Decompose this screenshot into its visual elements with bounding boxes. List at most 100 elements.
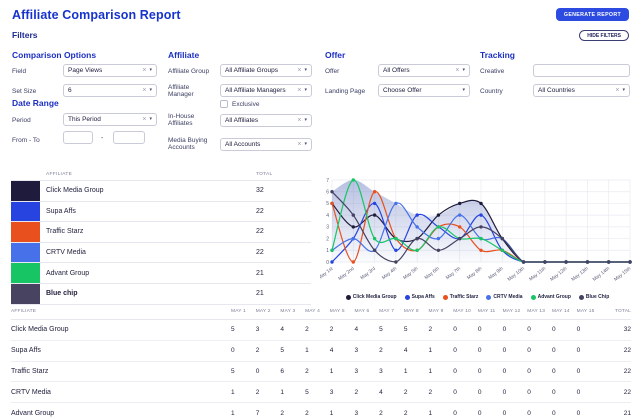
clear-icon[interactable]: ×: [142, 116, 147, 123]
day-value: 1: [428, 367, 433, 375]
legend-label: CRTV Media: [493, 294, 523, 300]
day-value: 0: [477, 347, 482, 355]
country-select-value: All Countries: [538, 87, 575, 94]
period-select[interactable]: This Period × ▾: [63, 113, 157, 126]
affiliate-manager-label: Affiliate Manager: [168, 84, 194, 98]
x-tick-label: May 11th: [528, 266, 547, 283]
detail-table-header: AFFILIATE MAY 1 MAY 2 MAY 3 MAY 4 MAY 5 MAY 6 M…: [11, 305, 631, 320]
clear-icon[interactable]: ×: [142, 67, 147, 74]
legend-dot-icon: [578, 294, 584, 300]
day-value: 0: [453, 326, 457, 334]
creative-input[interactable]: [533, 64, 630, 77]
chevron-down-icon: ▾: [462, 87, 465, 93]
media-buying-accounts-select-value: All Accounts: [225, 141, 261, 148]
table-row: Supa Affs 0 2 5 1 4 3 2 4 1 0 0 0 0 0 0 22: [11, 341, 631, 362]
legend-item[interactable]: Traffic Starz: [442, 294, 478, 300]
row-total: 21: [623, 409, 631, 417]
chevron-down-icon: ▾: [149, 87, 152, 93]
day-value: 6: [280, 367, 284, 375]
field-label: Field: [12, 68, 27, 75]
day-value: 5: [379, 326, 383, 334]
offer-heading: Offer: [325, 50, 346, 60]
day-value: 2: [428, 326, 433, 334]
media-buying-accounts-select[interactable]: All Accounts × ▾: [220, 138, 312, 151]
landing-page-select[interactable]: Choose Offer ▾: [378, 84, 470, 97]
page-title: Affiliate Comparison Report: [12, 8, 181, 22]
data-point: [479, 248, 483, 252]
generate-report-button[interactable]: GENERATE REPORT: [555, 8, 629, 21]
column-header: MAY 9: [428, 309, 444, 314]
series-color-swatch: [11, 222, 40, 242]
data-point: [458, 225, 462, 229]
y-tick-label: 4: [326, 213, 329, 219]
media-buying-accounts-label: Media Buying Accounts: [168, 137, 208, 151]
legend-item[interactable]: Click Media Group: [345, 294, 397, 300]
landing-page-select-value: Choose Offer: [383, 87, 422, 94]
day-value: 3: [379, 367, 383, 375]
day-value: 1: [305, 347, 309, 355]
column-header: MAY 12: [502, 309, 521, 314]
legend-item[interactable]: Supa Affs: [404, 294, 435, 300]
y-tick-label: 1: [326, 248, 329, 254]
affiliate-name: Supa Affs: [46, 207, 76, 215]
data-point: [458, 201, 462, 206]
clear-icon[interactable]: ×: [142, 87, 147, 94]
data-point: [500, 248, 504, 252]
row-total: 32: [623, 326, 631, 334]
column-header: MAY 5: [329, 309, 345, 314]
day-value: 5: [305, 388, 309, 396]
exclusive-checkbox[interactable]: [220, 100, 228, 108]
day-value: 0: [502, 388, 507, 396]
table-row: Click Media Group 5 3 4 2 2 4 5 5 2 0 0 0 0 0 0 32: [11, 320, 631, 341]
clear-icon[interactable]: ×: [615, 87, 620, 94]
hide-filters-button[interactable]: HIDE FILTERS: [579, 30, 629, 41]
legend-label: Advant Group: [537, 294, 571, 300]
day-value: 0: [551, 347, 556, 355]
legend-item[interactable]: CRTV Media: [486, 294, 523, 300]
day-value: 0: [453, 409, 457, 417]
clear-icon[interactable]: ×: [297, 67, 302, 74]
affiliate-name: Advant Group: [46, 269, 90, 277]
legend-label: Supa Affs: [411, 294, 435, 300]
data-point: [415, 225, 419, 229]
clear-icon[interactable]: ×: [297, 117, 302, 124]
day-value: 0: [527, 367, 531, 375]
affiliate-name: Blue chip: [46, 290, 78, 298]
x-tick-label: May 6th: [424, 266, 441, 281]
column-header: MAY 1: [231, 309, 246, 314]
column-header: MAY 4: [305, 309, 321, 314]
data-point: [394, 248, 398, 252]
data-point: [394, 260, 398, 264]
legend-dot-icon: [345, 294, 351, 300]
affiliate-manager-select[interactable]: All Affiliate Managers × ▾: [220, 84, 312, 97]
data-point: [351, 236, 355, 241]
clear-icon[interactable]: ×: [297, 87, 302, 94]
affiliate-group-select[interactable]: All Affiliate Groups × ▾: [220, 64, 312, 77]
clear-icon[interactable]: ×: [297, 141, 302, 148]
day-value: 1: [403, 367, 408, 375]
x-tick-label: May 10th: [507, 266, 527, 283]
legend-item[interactable]: Advant Group: [530, 294, 571, 300]
data-point: [458, 236, 462, 241]
day-value: 1: [329, 367, 334, 375]
filters-heading: Filters: [12, 30, 38, 40]
column-header: MAY 2: [255, 309, 271, 314]
period-label: Period: [12, 117, 31, 124]
offer-select[interactable]: All Offers × ▾: [378, 64, 470, 77]
day-value: 0: [502, 409, 507, 417]
inhouse-affiliates-select[interactable]: All Affiliates × ▾: [220, 114, 312, 127]
chevron-down-icon: ▾: [149, 67, 152, 73]
day-value: 2: [428, 388, 433, 396]
set-size-select[interactable]: 6 × ▾: [63, 84, 157, 97]
date-to-input[interactable]: [113, 131, 145, 144]
clear-icon[interactable]: ×: [455, 67, 460, 74]
date-from-input[interactable]: [63, 131, 93, 144]
column-header: MAY 8: [403, 309, 419, 314]
country-select[interactable]: All Countries × ▾: [533, 84, 630, 97]
row-total: 22: [623, 347, 631, 355]
legend-item[interactable]: Blue Chip: [578, 294, 609, 300]
day-value: 0: [231, 347, 235, 355]
legend-label: Click Media Group: [352, 294, 397, 300]
field-select[interactable]: Page Views × ▾: [63, 64, 157, 77]
x-tick-label: May 15th: [613, 266, 633, 283]
